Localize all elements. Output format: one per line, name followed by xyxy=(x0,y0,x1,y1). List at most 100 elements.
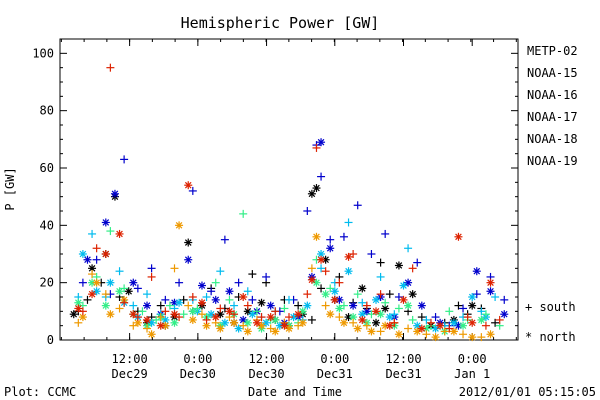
noaa-19-south-point xyxy=(271,307,280,316)
noaa-19-south-point xyxy=(495,315,504,324)
noaa-19-south-point xyxy=(243,301,252,310)
noaa-15-north-point xyxy=(266,301,275,310)
noaa-15-south-point xyxy=(367,250,376,258)
noaa-16-south-point xyxy=(376,272,385,281)
noaa-19-north-point xyxy=(239,293,248,301)
noaa-18-south-point xyxy=(349,318,358,327)
noaa-16-north-point xyxy=(78,250,87,258)
noaa-17-south-point xyxy=(225,295,234,304)
noaa-16-north-point xyxy=(207,310,216,319)
noaa-15-north-point xyxy=(417,301,426,310)
noaa-16-north-point xyxy=(248,310,257,319)
noaa-16-south-point xyxy=(344,218,353,227)
x-axis-label: Date and Time xyxy=(248,385,342,399)
noaa-18-north-point xyxy=(468,333,477,342)
noaa-17-south-point xyxy=(408,315,417,324)
noaa-15-south-point xyxy=(339,232,348,241)
noaa-18-south-point xyxy=(170,264,179,273)
noaa-19-south-point xyxy=(349,250,358,258)
x-tick-time: 12:00 xyxy=(385,352,421,366)
noaa-16-south-point xyxy=(129,301,138,310)
metp-02-south-point xyxy=(417,313,426,322)
noaa-16-north-point xyxy=(92,287,101,296)
noaa-16-south-point xyxy=(404,244,413,253)
noaa-15-north-point xyxy=(225,287,234,296)
noaa-17-south-point xyxy=(211,278,220,287)
metp-02-south-point xyxy=(385,290,394,299)
metp-02-south-point xyxy=(156,301,165,310)
legend-item-noaa-19: NOAA-19 xyxy=(527,154,578,168)
noaa-18-north-point xyxy=(243,327,252,336)
noaa-19-south-point xyxy=(285,313,293,322)
noaa-19-south-point xyxy=(230,310,239,319)
noaa-15-south-point xyxy=(381,229,390,238)
noaa-19-north-point xyxy=(399,295,408,304)
noaa-19-south-point xyxy=(188,293,197,301)
noaa-19-north-point xyxy=(330,295,339,304)
noaa-15-south-point xyxy=(207,287,216,296)
noaa-16-north-point xyxy=(303,301,312,310)
noaa-18-north-point xyxy=(147,330,156,339)
noaa-15-south-point xyxy=(353,201,362,210)
noaa-16-south-point xyxy=(285,295,293,304)
noaa-19-south-point xyxy=(408,264,417,273)
noaa-16-south-point xyxy=(202,293,211,301)
noaa-18-south-point xyxy=(440,327,449,336)
noaa-18-south-point xyxy=(115,304,124,313)
noaa-15-south-point xyxy=(459,304,468,313)
noaa-18-north-point xyxy=(394,330,403,339)
noaa-18-north-point xyxy=(257,321,266,330)
noaa-18-north-point xyxy=(78,313,87,322)
noaa-19-south-point xyxy=(481,321,490,330)
noaa-18-north-point xyxy=(106,310,115,319)
noaa-17-south-point xyxy=(481,310,490,319)
noaa-17-south-point xyxy=(339,301,348,310)
y-tick-label: 20 xyxy=(40,276,54,290)
noaa-15-south-point xyxy=(326,235,335,244)
noaa-16-south-point xyxy=(491,293,500,301)
legend-marker-north: * north xyxy=(525,330,576,344)
y-tick-label: 0 xyxy=(47,333,54,347)
noaa-15-north-point xyxy=(101,218,110,227)
noaa-18-north-point xyxy=(271,327,280,336)
noaa-19-north-point xyxy=(372,307,381,316)
noaa-15-north-point xyxy=(349,301,358,310)
noaa-19-north-point xyxy=(156,321,165,330)
noaa-17-north-point xyxy=(170,318,179,327)
noaa-15-north-point xyxy=(110,189,119,198)
noaa-19-south-point xyxy=(175,313,184,322)
noaa-18-south-point xyxy=(129,321,138,330)
timestamp: 2012/01/01 05:15:05 xyxy=(459,385,596,399)
noaa-15-south-point xyxy=(394,293,403,301)
noaa-18-south-point xyxy=(156,313,165,322)
noaa-18-south-point xyxy=(101,290,110,299)
noaa-18-south-point xyxy=(477,333,486,342)
noaa-16-north-point xyxy=(372,295,381,304)
noaa-16-south-point xyxy=(115,267,124,276)
noaa-15-south-point xyxy=(413,258,422,267)
noaa-19-north-point xyxy=(129,310,138,319)
noaa-18-north-point xyxy=(202,321,211,330)
noaa-17-south-point xyxy=(445,307,454,316)
noaa-17-south-point xyxy=(394,304,403,313)
noaa-18-north-point xyxy=(353,324,362,333)
noaa-18-south-point xyxy=(335,313,344,322)
noaa-17-south-point xyxy=(367,310,376,319)
noaa-16-south-point xyxy=(358,298,367,307)
metp-02-north-point xyxy=(372,318,381,327)
noaa-19-south-point xyxy=(390,318,399,327)
noaa-17-north-point xyxy=(477,315,486,324)
noaa-17-north-point xyxy=(101,301,110,310)
metp-02-north-point xyxy=(394,261,403,270)
noaa-18-south-point xyxy=(376,327,385,336)
noaa-19-south-point xyxy=(147,272,156,281)
noaa-18-north-point xyxy=(367,327,376,336)
noaa-18-north-point xyxy=(285,324,293,333)
noaa-15-south-point xyxy=(303,207,312,215)
noaa-16-north-point xyxy=(106,278,115,287)
metp-02-north-point xyxy=(69,310,78,319)
x-tick-date: Dec31 xyxy=(317,367,353,381)
x-tick-time: 0:00 xyxy=(183,352,212,366)
metp-02-south-point xyxy=(179,295,188,304)
